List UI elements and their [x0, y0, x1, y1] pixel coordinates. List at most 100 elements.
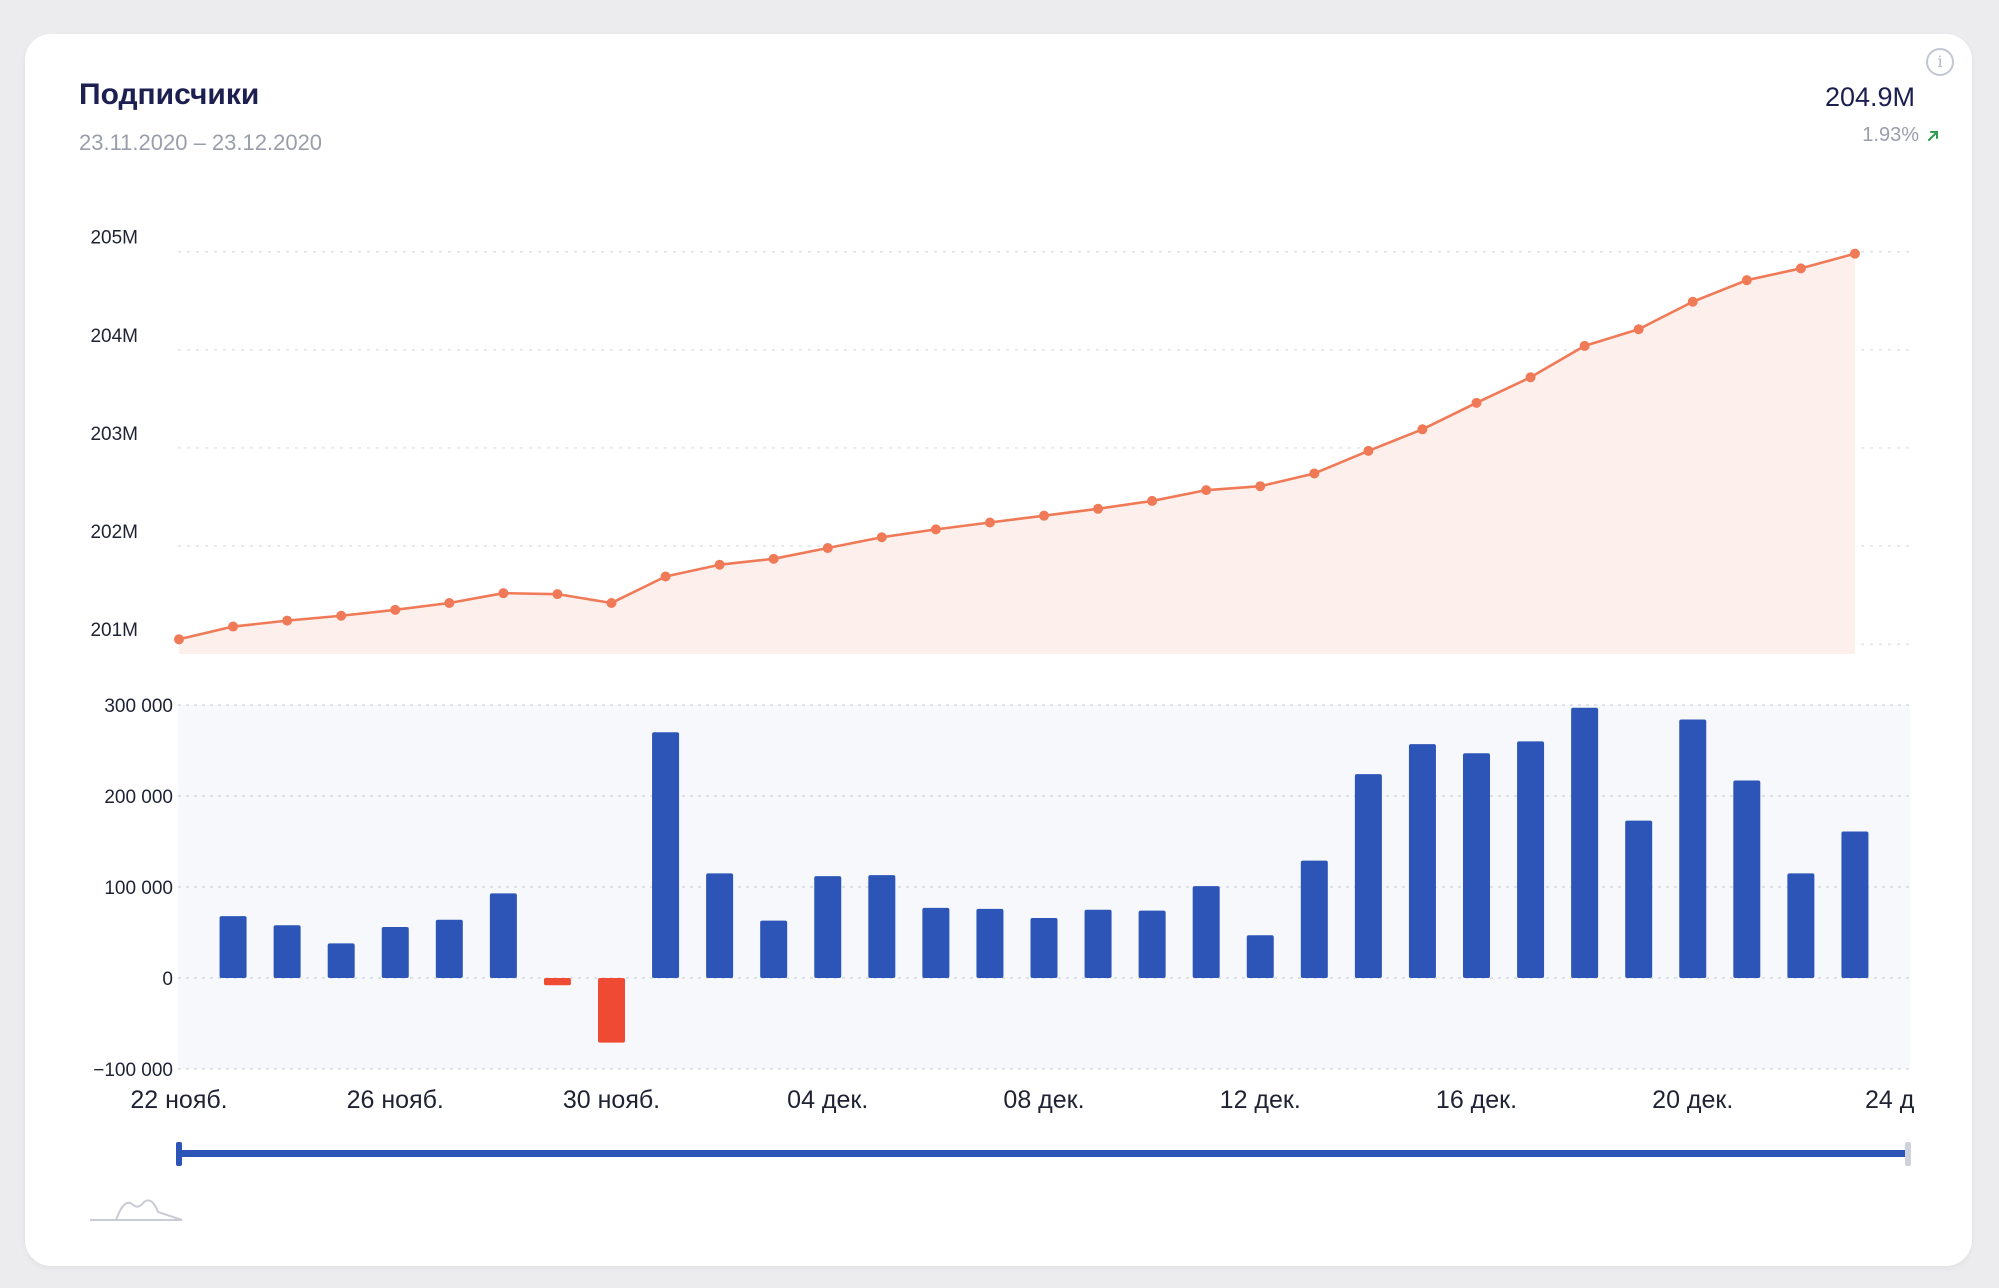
line-point — [606, 597, 617, 608]
line-point — [660, 571, 671, 582]
line-chart: 201M 202M 203M 204M 205M — [90, 228, 1910, 654]
y-tick-label: 100 000 — [104, 878, 173, 899]
change-percent: 1.93% — [1862, 124, 1919, 146]
bar — [922, 907, 950, 978]
line-point — [876, 532, 887, 543]
line-point — [1201, 485, 1212, 496]
line-point — [390, 604, 401, 615]
x-tick-label: 16 дек. — [1436, 1086, 1517, 1114]
line-point — [282, 615, 293, 626]
line-point — [768, 553, 779, 564]
total-value: 204.9M — [1824, 82, 1915, 112]
x-tick-label: 20 дек. — [1652, 1086, 1733, 1114]
line-point — [1525, 372, 1536, 383]
minimap-mountain-icon[interactable] — [88, 1194, 184, 1222]
line-point — [714, 559, 725, 570]
bar — [1084, 909, 1112, 978]
scrollbar-handle-left[interactable] — [176, 1142, 182, 1166]
y-tick-label: 0 — [162, 969, 173, 990]
bar — [543, 978, 571, 986]
x-tick-label: 26 нояб. — [347, 1086, 444, 1114]
line-point — [1849, 248, 1860, 259]
line-point — [1795, 263, 1806, 274]
date-range: 23.11.2020 – 23.12.2020 — [79, 130, 323, 155]
line-point — [1741, 275, 1752, 286]
x-tick-label: 22 нояб. — [130, 1086, 227, 1114]
bar — [1625, 820, 1653, 978]
line-point — [336, 610, 347, 621]
bar — [1138, 910, 1166, 978]
y-tick-label: 202M — [90, 522, 138, 543]
bar — [868, 875, 896, 978]
line-point — [174, 634, 184, 645]
bar — [219, 916, 247, 978]
line-area-fill — [179, 253, 1855, 654]
bar — [435, 919, 463, 978]
bar — [1246, 935, 1274, 978]
change-indicator: 1.93% — [1862, 124, 1939, 147]
y-tick-label: 204M — [90, 326, 138, 347]
x-tick-label: 30 нояб. — [563, 1086, 660, 1114]
bar — [1517, 741, 1545, 978]
bar — [1030, 917, 1058, 978]
y-tick-label: 203M — [90, 424, 138, 445]
line-point — [1417, 424, 1428, 435]
bar — [489, 893, 517, 978]
x-tick-label: 04 дек. — [787, 1086, 868, 1114]
bar — [1571, 707, 1599, 978]
bar — [1354, 774, 1382, 978]
scrollbar-handle-right[interactable] — [1905, 1142, 1911, 1166]
x-tick-label: 12 дек. — [1220, 1086, 1301, 1114]
y-tick-label: 300 000 — [104, 696, 173, 717]
bar-chart: −100 000 0 100 000 200 000 300 000 — [93, 696, 1910, 1081]
x-tick-label: 24 д — [1865, 1086, 1915, 1114]
y-tick-label: 201M — [90, 620, 138, 641]
scrollbar-track — [178, 1150, 1908, 1157]
line-point — [1363, 445, 1374, 456]
bar — [1463, 753, 1490, 978]
arrow-up-right-icon — [1928, 130, 1938, 141]
card-title: Подписчики — [79, 78, 260, 111]
line-point — [498, 588, 509, 599]
line-point — [822, 543, 833, 554]
bar — [381, 927, 409, 978]
bar — [1679, 719, 1707, 978]
bar — [1733, 780, 1761, 978]
bar — [1787, 873, 1815, 978]
range-scrollbar[interactable] — [176, 1142, 1911, 1166]
line-point — [930, 524, 941, 535]
line-point — [1039, 510, 1049, 521]
line-point — [1471, 397, 1482, 408]
x-tick-label: 08 дек. — [1003, 1086, 1084, 1114]
bar — [652, 732, 680, 978]
bar — [327, 943, 355, 978]
line-point — [1687, 296, 1698, 307]
bar — [814, 876, 842, 978]
line-point — [552, 589, 563, 600]
line-point — [1147, 495, 1158, 506]
y-tick-label: 200 000 — [104, 787, 173, 808]
x-axis: 22 нояб. 26 нояб. 30 нояб. 04 дек. 08 дек. 12… — [130, 1086, 1914, 1114]
bar — [976, 908, 1004, 978]
line-point — [984, 517, 995, 528]
line-point — [228, 621, 239, 632]
info-icon[interactable]: i — [1926, 48, 1954, 76]
y-tick-label: −100 000 — [93, 1060, 173, 1081]
bar — [1192, 886, 1220, 978]
subscribers-line — [178, 252, 1856, 641]
line-point — [1309, 468, 1320, 479]
line-point — [444, 597, 455, 608]
line-point — [1255, 481, 1266, 492]
line-point — [1579, 340, 1590, 351]
bar — [706, 873, 734, 978]
line-point — [1093, 503, 1104, 514]
line-point — [1633, 324, 1644, 335]
bar — [598, 978, 625, 1043]
bar — [273, 925, 301, 978]
bar — [1408, 744, 1436, 978]
bar — [1841, 831, 1869, 978]
bar — [760, 920, 788, 978]
bar — [1300, 860, 1328, 978]
y-tick-label: 205M — [90, 228, 138, 249]
